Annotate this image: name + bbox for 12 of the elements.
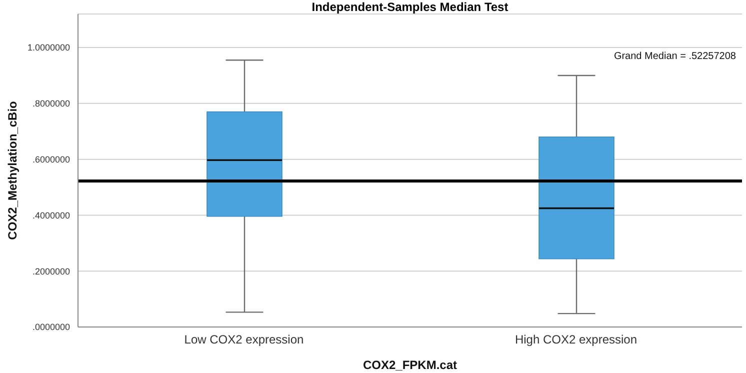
y-tick-label: .0000000 bbox=[32, 322, 70, 332]
y-tick-label: .4000000 bbox=[32, 210, 70, 220]
y-tick-label: .2000000 bbox=[32, 266, 70, 276]
x-tick-label: High COX2 expression bbox=[514, 332, 638, 347]
y-tick-label: .6000000 bbox=[32, 154, 70, 165]
annotation: Grand Median = .52257208 bbox=[614, 51, 736, 62]
x-axis-title: COX2_FPKM.cat bbox=[362, 358, 458, 372]
y-axis-title: COX2_Methylation_cBio bbox=[5, 101, 20, 240]
y-tick-label: .8000000 bbox=[32, 98, 70, 109]
y-tick-label: 1.0000000 bbox=[27, 42, 70, 53]
x-tick-label: Low COX2 expression bbox=[184, 332, 304, 347]
chart-title: Independent-Samples Median Test bbox=[310, 0, 510, 14]
